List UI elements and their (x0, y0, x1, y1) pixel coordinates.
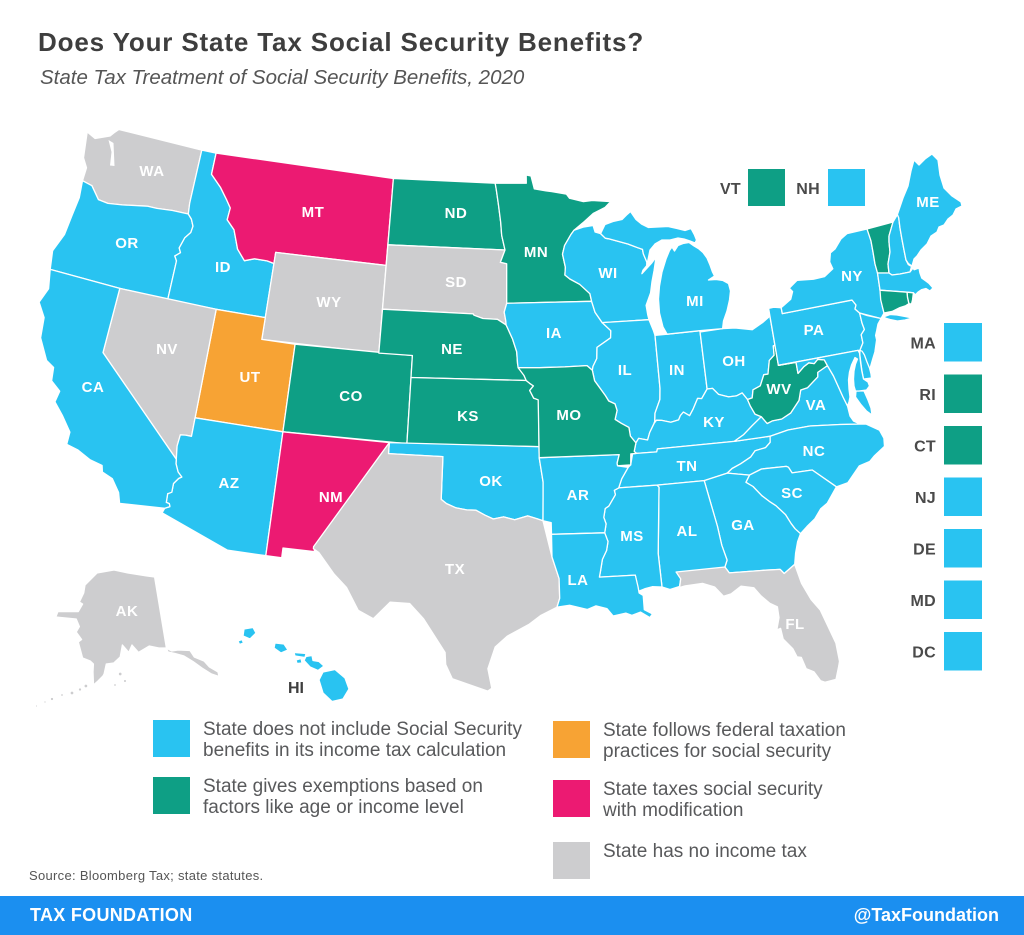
svg-text:IL: IL (618, 362, 632, 379)
svg-text:IN: IN (669, 362, 685, 379)
svg-text:TX: TX (445, 561, 465, 578)
svg-text:NM: NM (319, 489, 343, 506)
svg-text:NH: NH (796, 181, 820, 198)
svg-text:SC: SC (781, 485, 803, 502)
svg-text:AL: AL (677, 523, 698, 540)
svg-text:WV: WV (766, 381, 791, 398)
svg-text:OH: OH (722, 353, 746, 370)
svg-text:NV: NV (156, 341, 178, 358)
svg-text:MD: MD (911, 593, 936, 610)
svg-text:NC: NC (803, 443, 826, 460)
svg-text:FL: FL (785, 616, 804, 633)
svg-text:VA: VA (806, 397, 827, 414)
svg-text:LA: LA (568, 572, 589, 589)
svg-text:MS: MS (620, 528, 644, 545)
svg-text:KS: KS (457, 408, 479, 425)
svg-text:UT: UT (240, 369, 261, 386)
svg-text:OR: OR (115, 235, 139, 252)
svg-text:AR: AR (567, 487, 590, 504)
svg-text:MN: MN (524, 244, 548, 261)
svg-text:IA: IA (546, 325, 562, 342)
svg-text:ME: ME (916, 194, 940, 211)
svg-text:DE: DE (913, 542, 936, 559)
svg-text:CA: CA (82, 379, 105, 396)
svg-text:HI: HI (288, 680, 304, 697)
svg-text:WA: WA (139, 163, 164, 180)
svg-text:VT: VT (720, 181, 741, 198)
svg-text:NY: NY (841, 268, 863, 285)
svg-text:GA: GA (731, 517, 755, 534)
svg-text:SD: SD (445, 274, 467, 291)
svg-text:AK: AK (116, 603, 139, 620)
svg-text:DC: DC (912, 645, 936, 662)
svg-text:MO: MO (556, 407, 581, 424)
svg-text:ID: ID (215, 259, 231, 276)
svg-text:WY: WY (316, 294, 341, 311)
svg-text:MT: MT (302, 204, 325, 221)
svg-text:TN: TN (677, 458, 698, 475)
svg-text:AZ: AZ (219, 475, 240, 492)
svg-text:PA: PA (804, 322, 825, 339)
svg-text:ND: ND (445, 205, 468, 222)
svg-text:OK: OK (479, 473, 503, 490)
svg-text:KY: KY (703, 414, 725, 431)
svg-text:NJ: NJ (915, 490, 936, 507)
svg-text:NE: NE (441, 341, 463, 358)
svg-text:MI: MI (686, 293, 704, 310)
svg-text:CT: CT (914, 439, 936, 456)
svg-text:WI: WI (598, 265, 617, 282)
svg-text:MA: MA (911, 336, 937, 353)
svg-text:RI: RI (919, 387, 936, 404)
svg-text:CO: CO (339, 388, 363, 405)
